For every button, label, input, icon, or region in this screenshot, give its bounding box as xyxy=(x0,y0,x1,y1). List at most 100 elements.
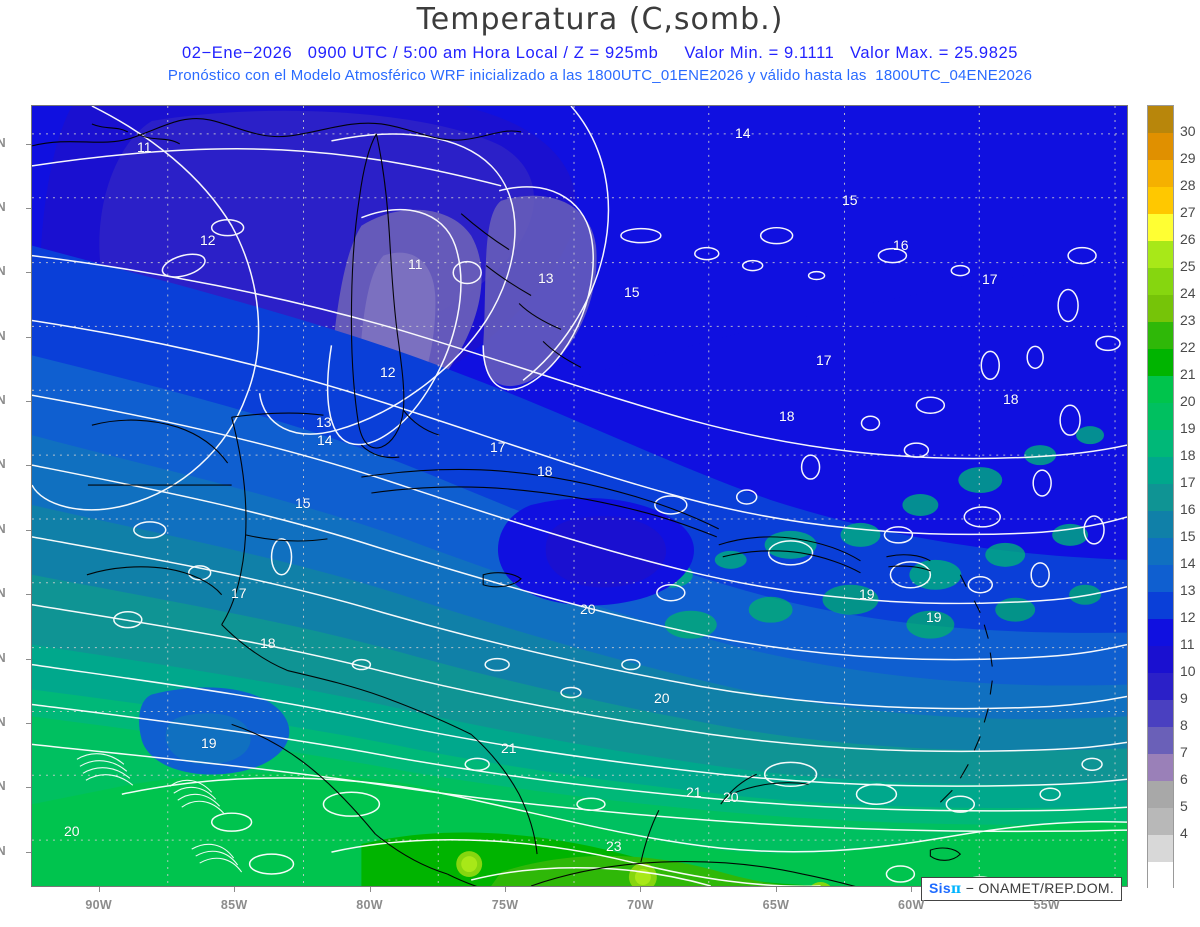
longitude-tick-label: 70W xyxy=(627,898,654,912)
colorbar-tick-label: 27 xyxy=(1180,204,1196,220)
latitude-tick xyxy=(26,787,31,789)
colorbar-band xyxy=(1148,268,1173,296)
temperature-field xyxy=(32,106,1127,886)
colorbar-band xyxy=(1148,700,1173,728)
latitude-tick xyxy=(26,722,31,724)
colorbar-tick-label: 29 xyxy=(1180,150,1196,166)
latitude-tick-label: 22N xyxy=(0,393,6,408)
longitude-tick xyxy=(369,887,371,892)
colorbar-band xyxy=(1148,727,1173,755)
colorbar-band xyxy=(1148,484,1173,512)
colorbar-band xyxy=(1148,106,1173,134)
colorbar-band xyxy=(1148,808,1173,836)
longitude-tick-label: 75W xyxy=(491,898,519,912)
colorbar-tick-label: 28 xyxy=(1180,177,1196,193)
latitude-tick xyxy=(26,529,31,531)
colorbar-tick-label: 25 xyxy=(1180,258,1196,274)
longitude-tick-label: 55W xyxy=(1033,898,1061,912)
latitude-tick xyxy=(26,143,31,145)
colorbar-tick-label: 22 xyxy=(1180,339,1196,355)
longitude-tick-label: 60W xyxy=(897,898,925,912)
colorbar-band xyxy=(1148,511,1173,539)
map-plot-area[interactable]: 11 11 12 12 14 13 15 15 16 17 17 13 14 1… xyxy=(31,105,1128,887)
latitude-tick xyxy=(26,658,31,660)
colorbar-band xyxy=(1148,160,1173,188)
longitude-tick xyxy=(775,887,777,892)
colorbar-tick-label: 13 xyxy=(1180,582,1196,598)
colorbar-band xyxy=(1148,673,1173,701)
latitude-tick-label: 10N xyxy=(0,779,6,794)
longitude-tick-label: 85W xyxy=(220,898,248,912)
logo-brand-sis: Sis xyxy=(929,880,951,896)
colorbar-band xyxy=(1148,349,1173,377)
colorbar-tick-label: 21 xyxy=(1180,366,1196,382)
colorbar-band xyxy=(1148,403,1173,431)
colorbar-band xyxy=(1148,322,1173,350)
colorbar-tick-label: 15 xyxy=(1180,528,1196,544)
colorbar-tick-label: 30 xyxy=(1180,123,1196,139)
colorbar-band xyxy=(1148,187,1173,215)
longitude-tick xyxy=(98,887,100,892)
latitude-tick xyxy=(26,272,31,274)
colorbar-band xyxy=(1148,430,1173,458)
colorbar-tick-label: 16 xyxy=(1180,501,1196,517)
colorbar-band xyxy=(1148,214,1173,242)
colorbar-band xyxy=(1148,619,1173,647)
colorbar-band xyxy=(1148,646,1173,674)
colorbar-band xyxy=(1148,376,1173,404)
longitude-tick xyxy=(911,887,913,892)
colorbar-tick-label: 24 xyxy=(1180,285,1196,301)
latitude-tick-label: 18N xyxy=(0,521,6,536)
latitude-tick xyxy=(26,594,31,596)
colorbar-band xyxy=(1148,241,1173,269)
page-title: Temperatura (C,somb.) xyxy=(416,2,784,37)
colorbar-tick-label: 19 xyxy=(1180,420,1196,436)
colorbar-tick-label: 9 xyxy=(1180,690,1188,706)
colorbar-tick-label: 12 xyxy=(1180,609,1196,625)
colorbar-tick-label: 7 xyxy=(1180,744,1188,760)
colorbar-band xyxy=(1148,754,1173,782)
latitude-tick-label: 16N xyxy=(0,586,6,601)
latitude-tick xyxy=(26,851,31,853)
colorbar-tick-label: 10 xyxy=(1180,663,1196,679)
colorbar-tick-label: 23 xyxy=(1180,312,1196,328)
longitude-tick-label: 65W xyxy=(762,898,790,912)
colorbar-tick-label: 26 xyxy=(1180,231,1196,247)
latitude-tick xyxy=(26,336,31,338)
longitude-tick xyxy=(234,887,236,892)
latitude-tick xyxy=(26,401,31,403)
subtitle-model-info: Pronóstico con el Modelo Atmosférico WRF… xyxy=(167,67,1033,84)
colorbar-tick-label: 14 xyxy=(1180,555,1196,571)
provider-logo: Sisπ − ONAMET/REP.DOM. xyxy=(921,877,1123,901)
colorbar-band xyxy=(1148,457,1173,485)
latitude-tick-label: 20N xyxy=(0,457,6,472)
colorbar-tick-label: 6 xyxy=(1180,771,1188,787)
colorbar-band xyxy=(1148,781,1173,809)
latitude-tick-label: 28N xyxy=(0,199,6,214)
colorbar-tick-label: 17 xyxy=(1180,474,1196,490)
colorbar-band xyxy=(1148,538,1173,566)
colorbar-tick-label: 11 xyxy=(1180,636,1195,652)
colorbar-tick-label: 18 xyxy=(1180,447,1196,463)
longitude-tick-label: 90W xyxy=(85,898,112,912)
latitude-tick-label: 14N xyxy=(0,650,6,665)
logo-suffix: − ONAMET/REP.DOM. xyxy=(965,880,1115,896)
longitude-tick xyxy=(1046,887,1048,892)
subtitle-run-info: 02−Ene−2026 0900 UTC / 5:00 am Hora Loca… xyxy=(181,44,1019,62)
latitude-tick-label: 12N xyxy=(0,714,6,729)
latitude-tick xyxy=(26,465,31,467)
latitude-tick-label: 24N xyxy=(0,328,6,343)
latitude-tick-label: 8N xyxy=(0,843,6,858)
colorbar-tick-label: 20 xyxy=(1180,393,1196,409)
latitude-tick xyxy=(26,207,31,209)
colorbar-band xyxy=(1148,592,1173,620)
colorbar[interactable] xyxy=(1147,105,1174,890)
colorbar-tick-label: 4 xyxy=(1180,825,1188,841)
colorbar-band xyxy=(1148,565,1173,593)
longitude-tick xyxy=(640,887,642,892)
colorbar-tick-label: 5 xyxy=(1180,798,1188,814)
colorbar-band xyxy=(1148,862,1173,890)
colorbar-band xyxy=(1148,133,1173,161)
longitude-tick xyxy=(505,887,506,892)
